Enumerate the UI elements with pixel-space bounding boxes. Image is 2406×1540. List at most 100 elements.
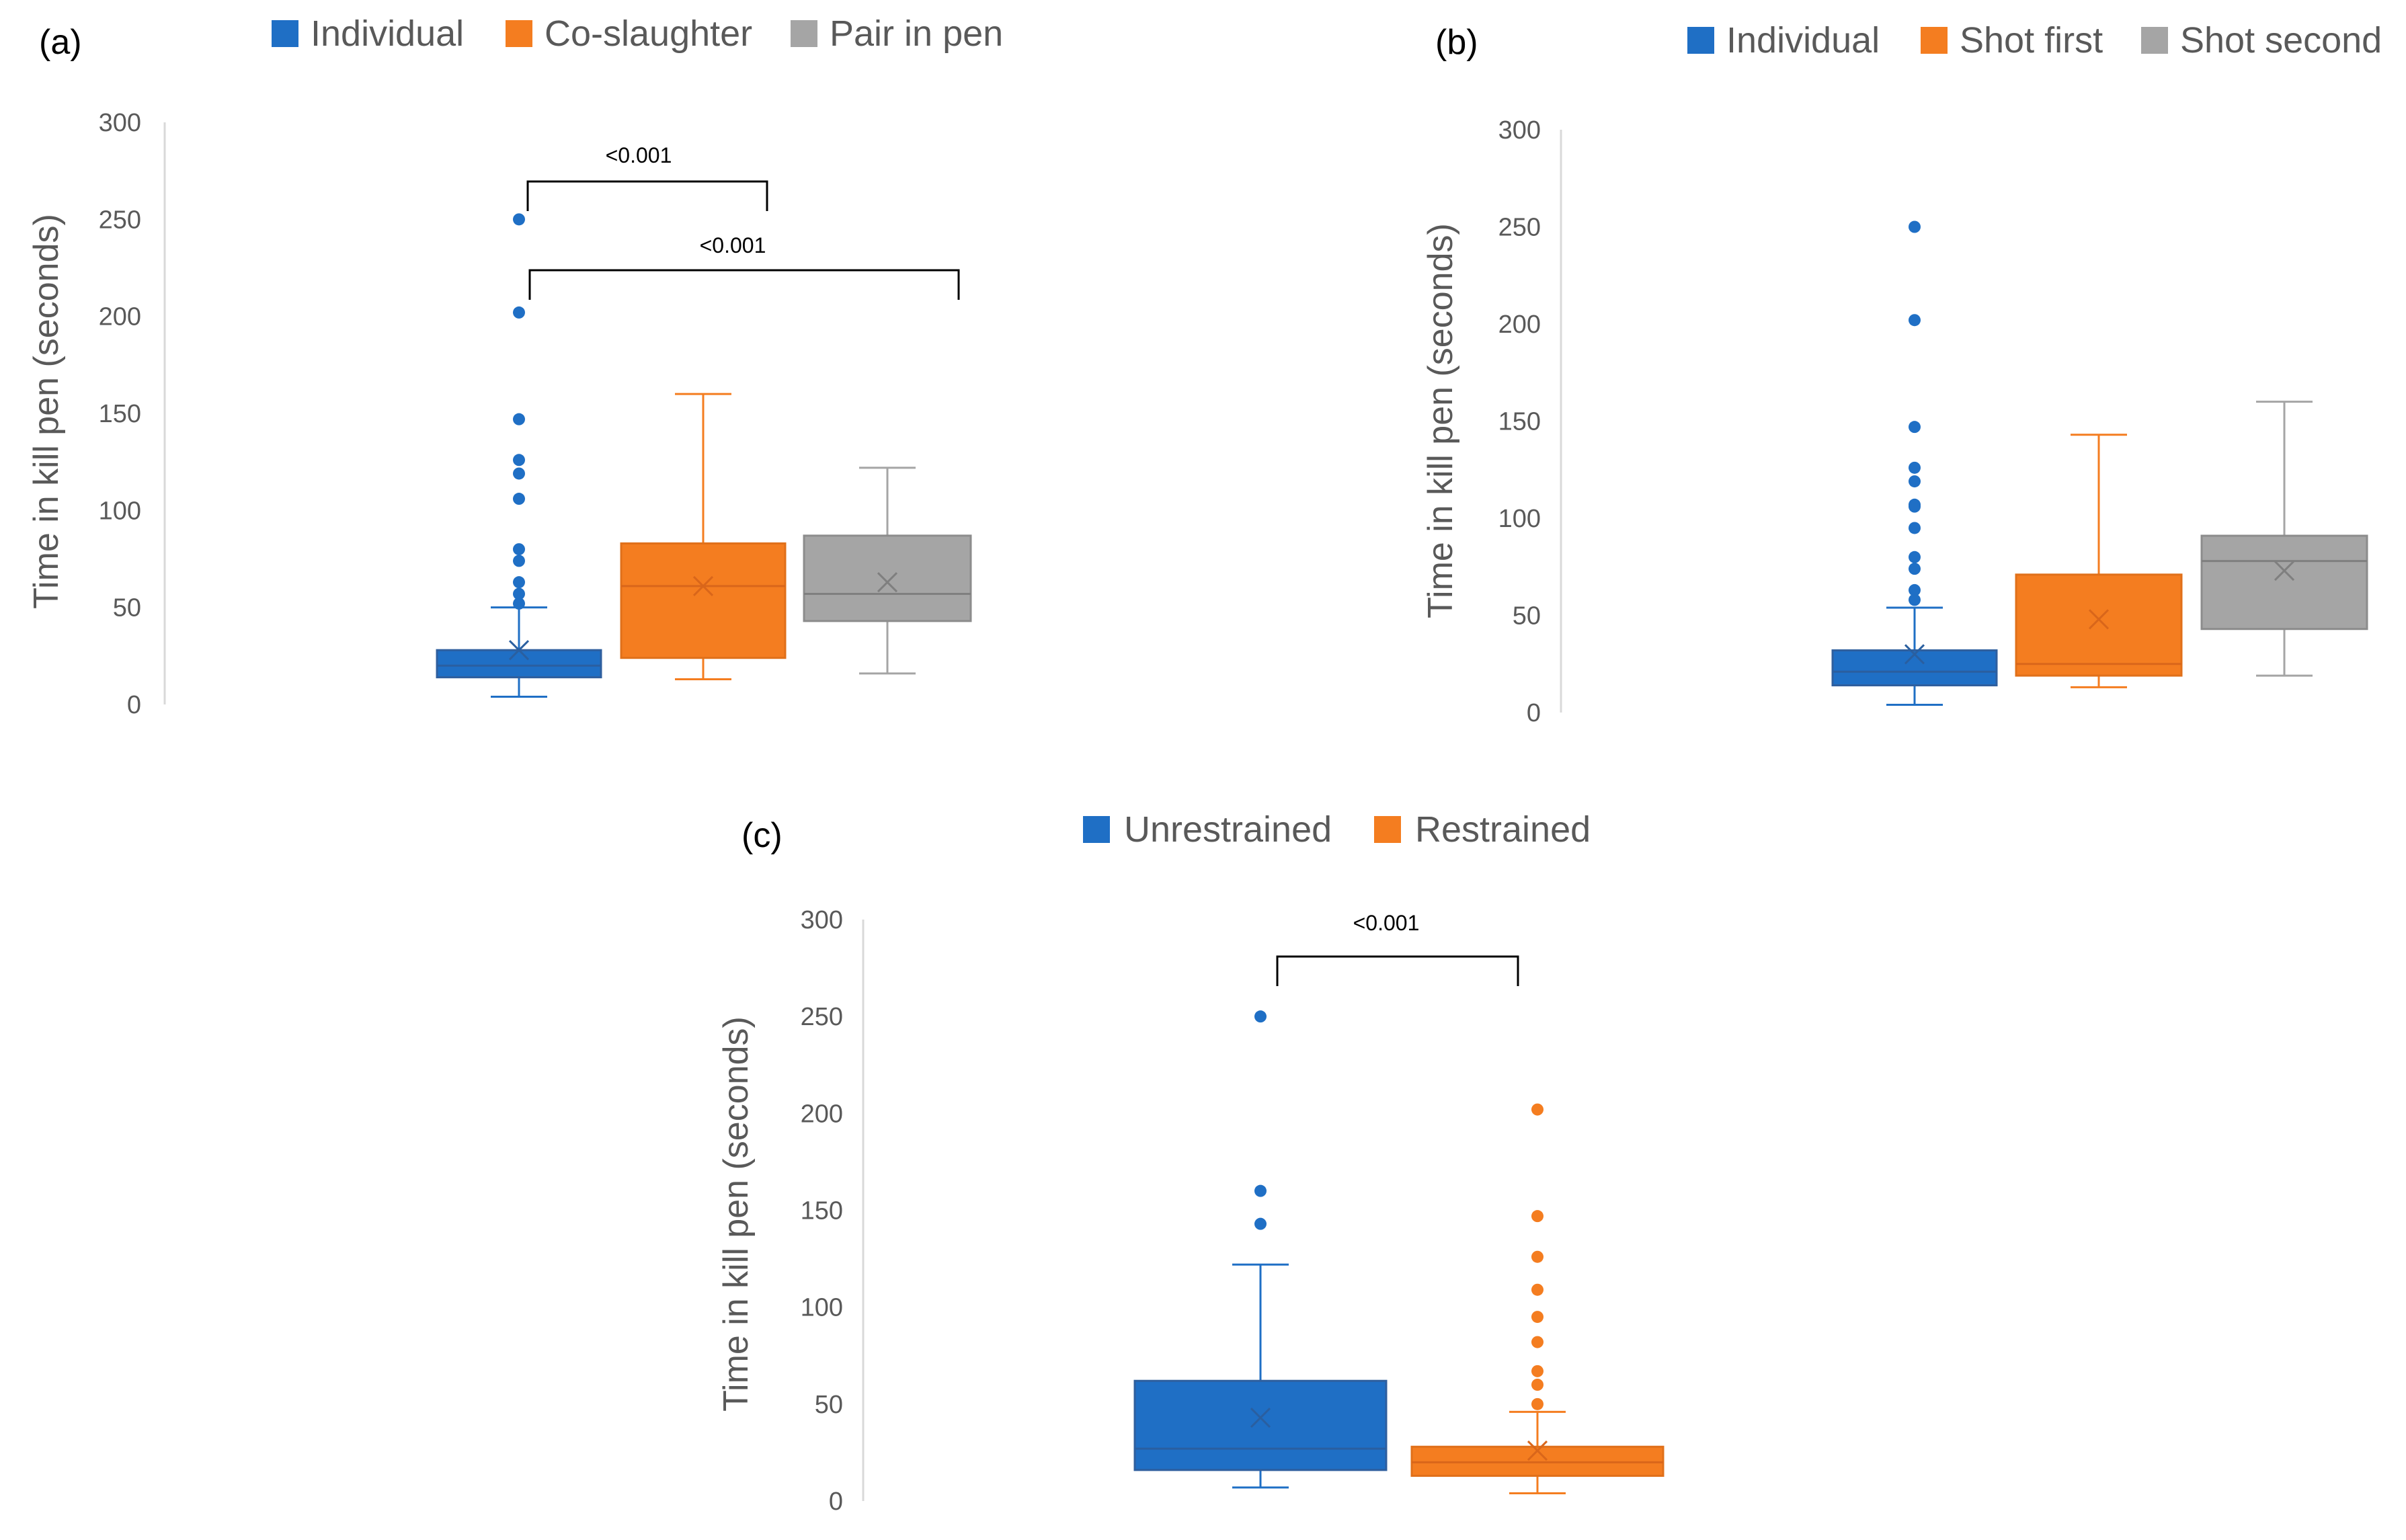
outlier-point [513,454,525,467]
y-tick-label: 100 [99,497,141,525]
outlier-point [1909,220,1921,233]
box-co-slaughter [620,393,787,680]
outlier-point [513,576,525,589]
legend-swatch-1 [272,20,298,47]
y-tick-label: 150 [1498,408,1541,436]
mean-marker [877,572,898,593]
legend-label-2: Co-slaughter [545,13,752,54]
box-individual [436,213,602,698]
mean-marker [1527,1440,1548,1461]
outlier-point [513,493,525,505]
outlier-point [1531,1283,1543,1296]
outlier-point [513,555,525,567]
box-iqr [803,534,972,622]
legend-label-3: Shot second [2180,20,2382,60]
y-tick-label: 300 [99,109,141,137]
legend-swatch-3 [791,20,817,47]
y-tick-label: 300 [1498,116,1541,145]
outlier-point [1909,551,1921,563]
outlier-point [513,467,525,480]
mean-marker [1904,644,1925,665]
bracket-line [1276,955,1519,986]
panel-c: (c) Unrestrained Restrained 0 50 100 150 200 250… [717,809,1665,1516]
y-tick-label: 200 [1498,311,1541,339]
outlier-point [1531,1311,1543,1324]
y-tick-label: 50 [113,594,141,622]
y-tick-label: 250 [1498,214,1541,242]
box-unrestrained [1133,1010,1388,1489]
box-shot-second [2200,401,2368,677]
significance-bracket-1: <0.001 [1276,911,1519,986]
legend-swatch-3 [2141,27,2168,54]
legend-label-2: Shot first [1960,20,2103,60]
box-iqr [620,542,787,659]
outlier-point [1909,475,1921,488]
y-tick-label: 100 [1498,505,1541,533]
mean-marker [1250,1407,1271,1428]
legend-label-3: Pair in pen [830,13,1003,54]
outlier-point [1531,1397,1543,1410]
legend-swatch-2 [506,20,532,47]
box-iqr [1831,649,1998,687]
outlier-point [1531,1250,1543,1263]
legend-swatch-1 [1687,27,1714,54]
outlier-point [1909,314,1921,327]
bracket-line [526,180,768,211]
outlier-point [1909,594,1921,606]
legend-label-1: Individual [311,13,464,54]
outlier-point [513,587,525,600]
outlier-point [1531,1365,1543,1377]
outlier-point [513,306,525,319]
outlier-point [1909,421,1921,434]
y-tick-label: 50 [1513,602,1541,631]
box-shot-first [2015,434,2183,688]
p-value-label: <0.001 [1353,911,1420,935]
mean-marker [2274,560,2295,581]
y-tick-label: 200 [99,303,141,331]
outlier-point [1254,1184,1267,1197]
y-axis-title: Time in kill pen (seconds) [27,214,66,609]
y-tick-label: 300 [801,906,843,934]
outlier-point [1254,1010,1267,1023]
legend-swatch-1 [1083,816,1110,843]
outlier-point [1531,1379,1543,1391]
outlier-point [513,413,525,425]
bracket-line [528,269,960,300]
legend-label-1: Individual [1726,20,1880,60]
panel-b: (b) Individual Shot first Shot second 0 50 100… [1421,20,2382,727]
outlier-point [1254,1217,1267,1230]
y-tick-label: 250 [99,206,141,234]
mean-marker [508,640,530,661]
box-iqr [1133,1379,1388,1471]
y-tick-label: 150 [801,1197,843,1225]
significance-bracket-1: <0.001 [526,143,768,211]
mean-marker [692,575,714,596]
outlier-point [1531,1103,1543,1116]
panel-label: (c) [741,816,783,855]
y-tick-label: 50 [815,1391,843,1419]
outlier-point [1909,522,1921,534]
outlier-point [1909,563,1921,575]
y-axis-title: Time in kill pen (seconds) [1421,223,1460,618]
y-tick-label: 150 [99,400,141,428]
outlier-point [513,543,525,556]
y-tick-label: 0 [1527,699,1541,727]
box-iqr [436,649,602,679]
outlier-point [1531,1336,1543,1348]
outlier-point [1531,1210,1543,1223]
panel-label: (a) [39,23,82,62]
y-tick-label: 200 [801,1100,843,1128]
mean-marker [2088,609,2110,630]
panel-label: (b) [1435,23,1478,62]
outlier-point [513,597,525,610]
significance-bracket-2: <0.001 [528,233,960,300]
y-tick-label: 250 [801,1003,843,1031]
box-iqr [2200,534,2368,631]
box-individual [1831,220,1998,706]
legend-label-2: Restrained [1415,809,1591,850]
panel-a: (a) Individual Co-slaughter Pair in pen 0 50 1… [27,13,1003,719]
p-value-label: <0.001 [606,143,672,167]
outlier-point [1909,498,1921,511]
box-restrained [1410,1103,1665,1494]
